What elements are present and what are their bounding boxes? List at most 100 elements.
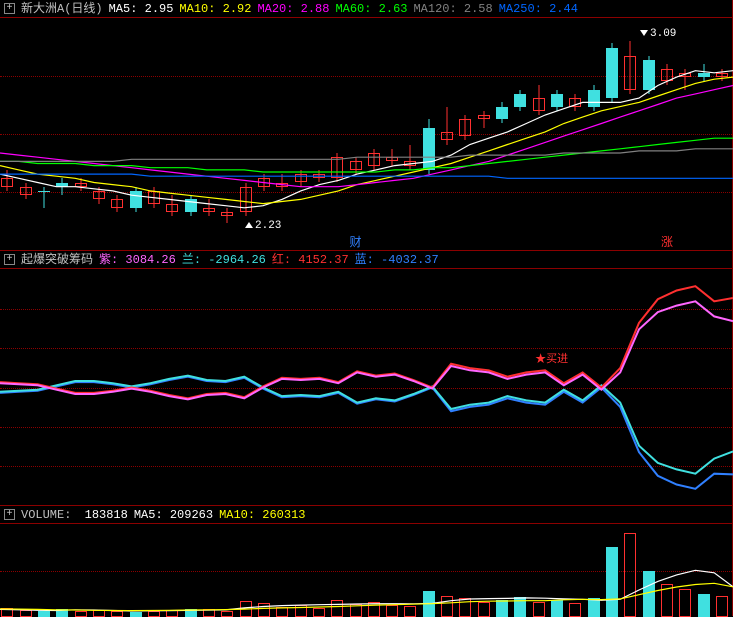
indicator-panel[interactable]: + 起爆突破筹码紫: 3084.26 兰: -2964.26 红: 4152.37 蓝:… bbox=[0, 250, 733, 505]
volume-bar bbox=[459, 598, 471, 617]
candle bbox=[679, 18, 691, 250]
ma-label-3: MA60: 2.63 bbox=[335, 2, 407, 16]
volume-bar bbox=[148, 611, 160, 617]
candle bbox=[404, 18, 416, 250]
candle bbox=[551, 18, 563, 250]
indicator-header: + 起爆突破筹码紫: 3084.26 兰: -2964.26 红: 4152.37 蓝:… bbox=[0, 251, 732, 269]
volume-bar bbox=[350, 604, 362, 617]
candle bbox=[386, 18, 398, 250]
volume-bar bbox=[386, 605, 398, 617]
ma-label-1: MA10: 2.92 bbox=[179, 2, 251, 16]
volume-title: VOLUME: bbox=[21, 508, 71, 522]
candle bbox=[130, 18, 142, 250]
candlestick-panel[interactable]: + 新大洲A(日线) MA5: 2.95 MA10: 2.92 MA20: 2.88 MA… bbox=[0, 0, 733, 250]
candle bbox=[93, 18, 105, 250]
volume-bar bbox=[295, 605, 307, 617]
ind-label-1: 兰: -2964.26 bbox=[182, 253, 266, 267]
volume-bar bbox=[240, 601, 252, 617]
candle bbox=[295, 18, 307, 250]
ind-label-0: 紫: 3084.26 bbox=[99, 253, 176, 267]
volume-panel[interactable]: + VOLUME: 183818 MA5: 209263 MA10: 260313 bbox=[0, 505, 733, 616]
candle bbox=[56, 18, 68, 250]
candle bbox=[75, 18, 87, 250]
candle bbox=[441, 18, 453, 250]
candle bbox=[258, 18, 270, 250]
volume-bar bbox=[606, 547, 618, 617]
candle bbox=[331, 18, 343, 250]
candle bbox=[276, 18, 288, 250]
vol-label-0: 183818 bbox=[77, 508, 127, 522]
candle bbox=[1, 18, 13, 250]
volume-bar bbox=[130, 612, 142, 617]
volume-bar bbox=[496, 600, 508, 617]
candle bbox=[350, 18, 362, 250]
expand-icon[interactable]: + bbox=[4, 3, 15, 14]
candle bbox=[478, 18, 490, 250]
volume-bar bbox=[569, 603, 581, 617]
volume-bar bbox=[624, 533, 636, 617]
indicator-title: 起爆突破筹码 bbox=[21, 253, 93, 267]
zone-label: 财 bbox=[350, 233, 362, 250]
candle bbox=[588, 18, 600, 250]
candle bbox=[185, 18, 197, 250]
candle bbox=[569, 18, 581, 250]
candle bbox=[20, 18, 32, 250]
ma-label-4: MA120: 2.58 bbox=[413, 2, 492, 16]
candle bbox=[716, 18, 728, 250]
vol-label-2: MA10: 260313 bbox=[219, 508, 305, 522]
volume-bar bbox=[38, 611, 50, 617]
expand-icon[interactable]: + bbox=[4, 509, 15, 520]
vol-label-1: MA5: 209263 bbox=[134, 508, 213, 522]
candle bbox=[313, 18, 325, 250]
ma-label-5: MA250: 2.44 bbox=[499, 2, 578, 16]
candle bbox=[459, 18, 471, 250]
ind-label-3: 蓝: -4032.37 bbox=[355, 253, 439, 267]
volume-bar bbox=[533, 602, 545, 617]
volume-plot[interactable] bbox=[0, 524, 732, 617]
candle bbox=[111, 18, 123, 250]
candle bbox=[496, 18, 508, 250]
volume-bar bbox=[514, 597, 526, 617]
volume-bar bbox=[111, 611, 123, 617]
ma-label-2: MA20: 2.88 bbox=[257, 2, 329, 16]
candle bbox=[533, 18, 545, 250]
candle bbox=[203, 18, 215, 250]
candle bbox=[166, 18, 178, 250]
candle bbox=[698, 18, 710, 250]
volume-bar bbox=[75, 611, 87, 617]
candle bbox=[423, 18, 435, 250]
candle bbox=[240, 18, 252, 250]
stock-chart-container: + 新大洲A(日线) MA5: 2.95 MA10: 2.92 MA20: 2.88 MA… bbox=[0, 0, 733, 616]
volume-bar bbox=[661, 584, 673, 617]
candle bbox=[514, 18, 526, 250]
candle bbox=[624, 18, 636, 250]
volume-bar bbox=[716, 596, 728, 617]
candle bbox=[643, 18, 655, 250]
candle bbox=[221, 18, 233, 250]
candle bbox=[606, 18, 618, 250]
volume-bar bbox=[404, 606, 416, 617]
ma-label-0: MA5: 2.95 bbox=[109, 2, 174, 16]
volume-bar bbox=[551, 600, 563, 617]
ind-label-2: 红: 4152.37 bbox=[272, 253, 349, 267]
candlestick-plot[interactable]: 3.092.23财涨 bbox=[0, 18, 732, 250]
volume-bar bbox=[221, 611, 233, 617]
indicator-plot[interactable]: ★买进 bbox=[0, 269, 732, 506]
zone-label: 涨 bbox=[661, 233, 673, 250]
candle bbox=[38, 18, 50, 250]
volume-bar bbox=[643, 571, 655, 617]
candle bbox=[148, 18, 160, 250]
candle bbox=[368, 18, 380, 250]
volume-bar bbox=[698, 594, 710, 617]
buy-signal-label: ★买进 bbox=[535, 350, 568, 366]
volume-bar bbox=[276, 607, 288, 617]
volume-bar bbox=[423, 591, 435, 617]
volume-bar bbox=[441, 596, 453, 617]
candle bbox=[661, 18, 673, 250]
volume-bar bbox=[478, 602, 490, 617]
stock-title: 新大洲A(日线) bbox=[21, 2, 103, 16]
volume-bar bbox=[368, 602, 380, 617]
expand-icon[interactable]: + bbox=[4, 254, 15, 265]
volume-bar bbox=[679, 589, 691, 617]
volume-bar bbox=[258, 603, 270, 617]
